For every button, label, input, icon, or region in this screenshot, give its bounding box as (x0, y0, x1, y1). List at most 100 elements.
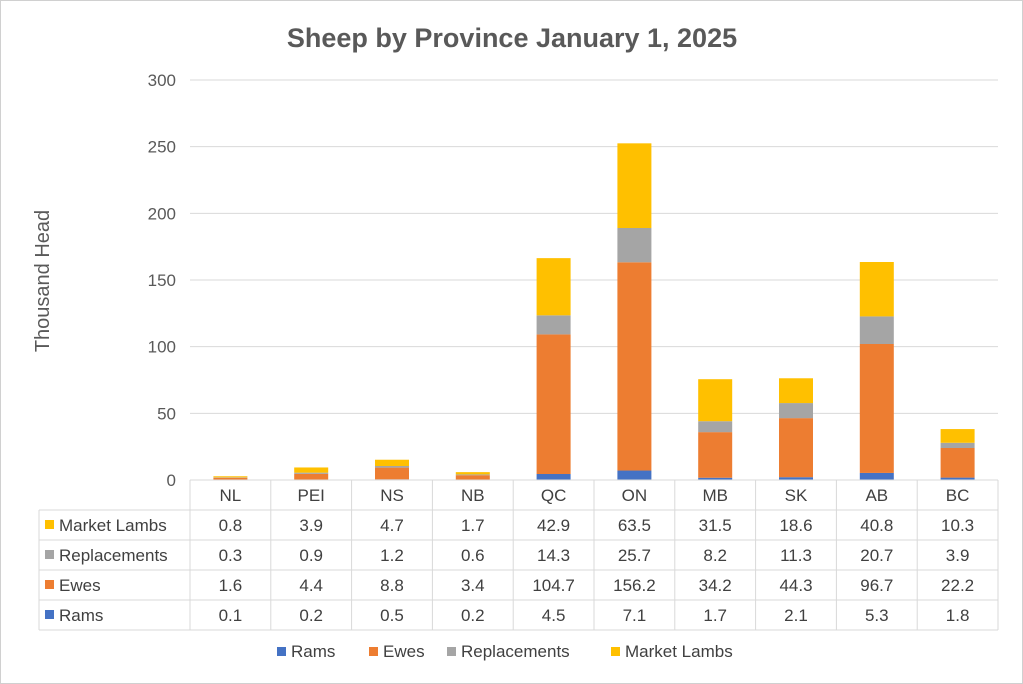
y-axis-label: Thousand Head (32, 210, 54, 352)
table-cell: 3.9 (946, 546, 970, 565)
category-label: NB (461, 486, 485, 505)
table-cell: 63.5 (618, 516, 651, 535)
y-tick-label: 150 (148, 271, 176, 290)
bar-segment (779, 403, 813, 419)
table-cell: 4.5 (542, 606, 566, 625)
table-row-label: Rams (59, 606, 103, 625)
bar-segment (375, 459, 409, 466)
category-label: NL (220, 486, 242, 505)
bar-segment (859, 472, 894, 480)
bar-segment (536, 315, 571, 335)
y-tick-label: 100 (148, 338, 176, 357)
bar-segment (779, 477, 813, 480)
table-cell: 0.2 (299, 606, 323, 625)
table-cell: 2.1 (784, 606, 808, 625)
table-cell: 0.3 (219, 546, 243, 565)
category-label: SK (785, 486, 808, 505)
data-table: NL PEI NS NB QC ON MB SK AB BC Market Lambs 0.8 3.9 4… (38, 479, 999, 631)
bar-segment (213, 476, 248, 478)
bar-segment (213, 477, 248, 480)
table-cell: 0.2 (461, 606, 485, 625)
category-label: QC (541, 486, 567, 505)
bar-segment (698, 432, 733, 478)
table-cell: 8.2 (703, 546, 727, 565)
bar-segment (698, 379, 733, 422)
table-cell: 0.6 (461, 546, 485, 565)
bar-segment (455, 472, 490, 475)
bar-segment (455, 474, 490, 476)
table-cell: 34.2 (699, 576, 732, 595)
table-row-label: Market Lambs (59, 516, 167, 535)
table-cell: 156.2 (613, 576, 656, 595)
bar-segment (294, 473, 329, 480)
table-cell: 0.9 (299, 546, 323, 565)
legend-swatch (369, 647, 378, 656)
bar-segment (536, 258, 571, 316)
table-cell: 22.2 (941, 576, 974, 595)
legend-swatch (277, 647, 286, 656)
table-cell: 18.6 (779, 516, 812, 535)
bar-segment (940, 429, 975, 443)
table-row-label: Ewes (59, 576, 101, 595)
y-tick-labels: 0 50 100 150 200 250 300 (148, 71, 176, 490)
bar-segment (455, 475, 490, 480)
chart-title: Sheep by Province January 1, 2025 (287, 23, 737, 53)
y-tick-label: 0 (167, 471, 176, 490)
legend-label: Market Lambs (625, 642, 733, 661)
bar-segment (294, 467, 329, 473)
table-cell: 11.3 (780, 546, 812, 565)
legend-swatch (447, 647, 456, 656)
table-cell: 42.9 (537, 516, 570, 535)
bar-segment (940, 477, 975, 480)
bar-segment (859, 316, 894, 344)
legend-label: Ewes (383, 642, 425, 661)
y-tick-label: 50 (157, 404, 176, 423)
table-cell: 25.7 (618, 546, 651, 565)
category-label: BC (946, 486, 970, 505)
bar-segment (940, 448, 975, 478)
table-row-key (45, 520, 54, 529)
table-cell: 4.7 (380, 516, 404, 535)
table-cell: 14.3 (537, 546, 570, 565)
table-cell: 0.5 (380, 606, 404, 625)
table-cell: 31.5 (699, 516, 732, 535)
category-label: PEI (297, 486, 324, 505)
bar-segment (779, 378, 813, 404)
bar-segment (536, 334, 571, 474)
bar-segment (617, 470, 652, 480)
table-cell: 10.3 (941, 516, 974, 535)
bar-segment (779, 418, 813, 478)
table-cell: 0.1 (219, 606, 243, 625)
y-tick-label: 200 (148, 204, 176, 223)
table-cell: 7.1 (623, 606, 647, 625)
table-cell: 1.8 (946, 606, 970, 625)
table-cell: 3.4 (461, 576, 485, 595)
bar-segment (698, 421, 733, 433)
table-cell: 1.7 (461, 516, 485, 535)
bar-segment (617, 262, 652, 471)
table-cell: 0.8 (219, 516, 243, 535)
y-tick-label: 250 (148, 138, 176, 157)
bar-segment (294, 472, 329, 474)
table-cell: 5.3 (865, 606, 889, 625)
table-cell: 3.9 (299, 516, 323, 535)
table-cell: 8.8 (380, 576, 404, 595)
bar-segment (375, 467, 409, 480)
legend-swatch (611, 647, 620, 656)
legend-label: Replacements (461, 642, 570, 661)
table-row-key (45, 550, 54, 559)
bar-segment (859, 344, 894, 473)
category-label: ON (622, 486, 648, 505)
table-cell: 104.7 (532, 576, 575, 595)
bar-segment (698, 477, 733, 480)
table-cell: 4.4 (299, 576, 323, 595)
category-label: AB (865, 486, 888, 505)
category-label: MB (702, 486, 728, 505)
table-row-key (45, 610, 54, 619)
table-cell: 1.6 (219, 576, 243, 595)
bar-segment (617, 143, 652, 228)
y-tick-label: 300 (148, 71, 176, 90)
bar-segment (617, 228, 652, 263)
